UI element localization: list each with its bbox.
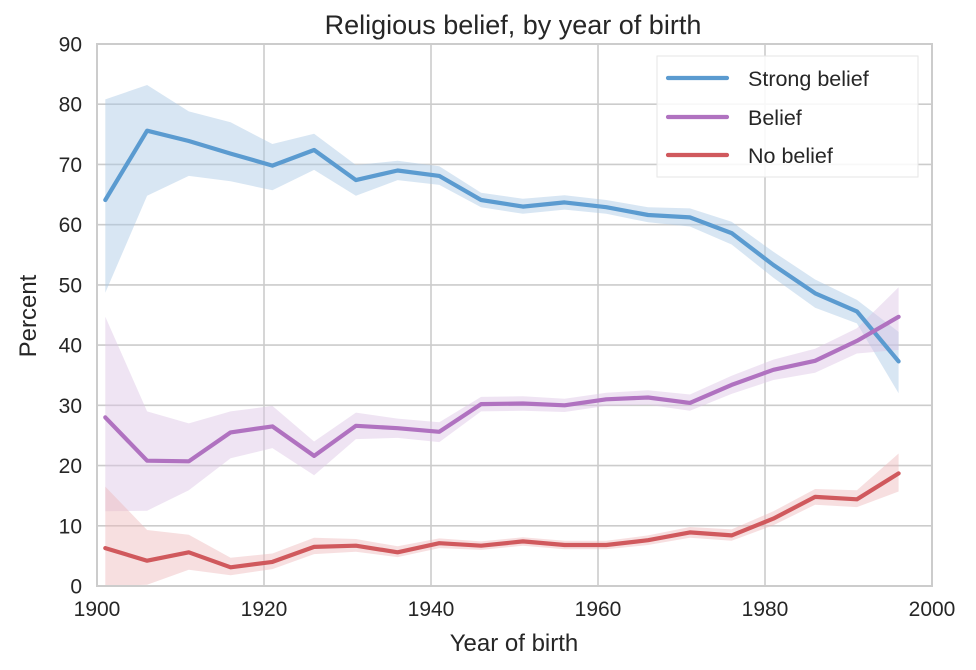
- y-tick-label: 0: [70, 576, 82, 599]
- x-tick-label: 1960: [575, 598, 622, 621]
- legend-label-belief: Belief: [748, 106, 802, 130]
- legend: Strong belief Belief No belief: [656, 55, 919, 178]
- y-axis-label: Percent: [15, 274, 42, 357]
- y-tick-label: 60: [59, 214, 82, 237]
- x-tick-label: 2000: [909, 598, 956, 621]
- y-tick-label: 80: [59, 94, 82, 117]
- no-belief-line: [103, 471, 901, 570]
- y-tick-label: 10: [59, 515, 82, 538]
- chart-title: Religious belief, by year of birth: [325, 10, 702, 40]
- y-tick-label: 50: [59, 274, 82, 297]
- series-lines: [103, 128, 901, 570]
- belief-band: [105, 287, 899, 512]
- strong-belief-line: [103, 128, 901, 364]
- x-tick-label: 1940: [408, 598, 455, 621]
- legend-label-no-belief: No belief: [748, 144, 833, 168]
- y-tick-label: 30: [59, 395, 82, 418]
- x-axis-label: Year of birth: [450, 630, 579, 657]
- x-tick-label: 1900: [74, 598, 121, 621]
- legend-label-strong-belief: Strong belief: [748, 67, 869, 91]
- y-tick-label: 40: [59, 335, 82, 358]
- y-tick-label: 90: [59, 34, 82, 57]
- y-tick-label: 20: [59, 455, 82, 478]
- strong-belief-band: [105, 85, 899, 394]
- x-tick-label: 1920: [241, 598, 288, 621]
- plot-frame: [96, 43, 933, 587]
- belief-line: [103, 314, 901, 464]
- x-tick-label: 1980: [742, 598, 789, 621]
- y-tick-label: 70: [59, 154, 82, 177]
- y-tick-labels: 0 10 20 30 40 50 60 70 80 90: [59, 34, 82, 599]
- x-tick-labels: 1900 1920 1940 1960 1980 2000: [74, 598, 956, 621]
